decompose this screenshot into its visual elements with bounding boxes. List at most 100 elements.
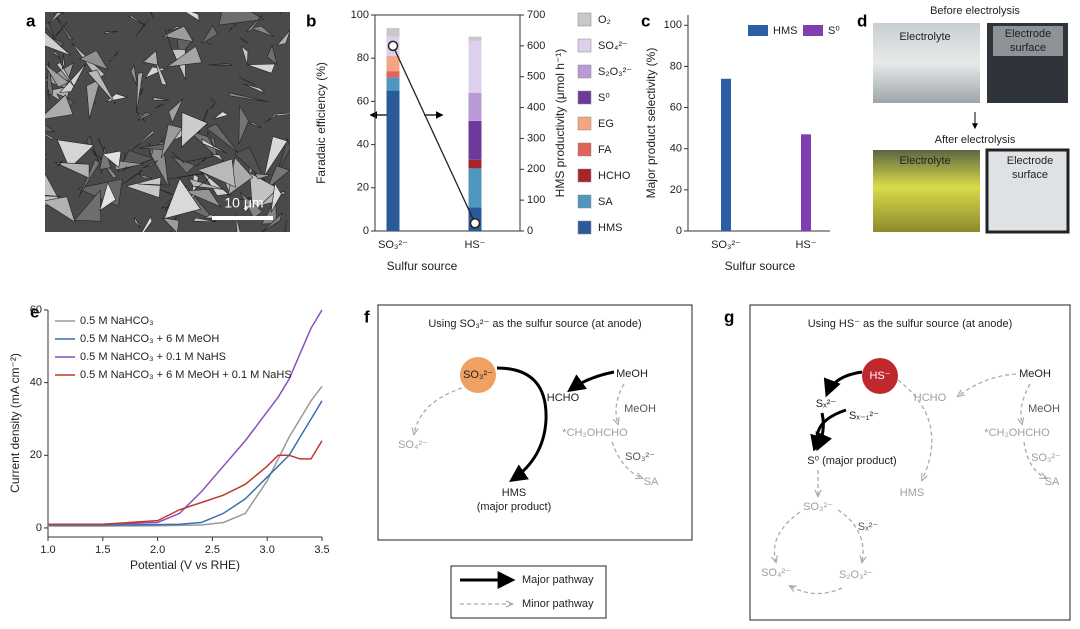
bar [469,41,482,93]
x-tick-label: 1.5 [95,544,110,556]
bar [469,121,482,160]
y2-tick-label: 0 [527,225,533,237]
species: Sₓ²⁻ [816,398,837,410]
panel-label: f [364,307,370,326]
y-tick-label: 20 [30,449,42,461]
sem-image [30,0,306,247]
y-tick-label: 20 [357,182,369,194]
bar [721,79,731,231]
species: SO₄²⁻ [398,439,428,451]
bar [469,168,482,207]
legend-swatch [578,117,591,130]
x-tick-label: SO₃²⁻ [378,239,408,251]
legend-swatch [578,65,591,78]
y-tick-label: 40 [30,377,42,389]
photo-label: Electrode [1007,155,1053,167]
panel-label: a [26,11,36,30]
legend-swatch [578,39,591,52]
panel-label: c [641,11,650,30]
legend-swatch [578,91,591,104]
species: HMS [502,487,526,499]
y2-tick-label: 300 [527,132,545,144]
legend-label: 0.5 M NaHCO₃ + 0.1 M NaHS [80,351,226,363]
species: MeOH [1019,368,1051,380]
productivity-marker [389,41,398,50]
minor-arrow [616,384,624,424]
sem-texture [159,231,172,239]
species: MeOH [624,403,656,415]
x-tick-label: SO₃²⁻ [711,239,741,251]
x-tick-label: 2.0 [150,544,165,556]
y-tick-label: 0 [676,225,682,237]
major-arrow [570,372,614,390]
legend-swatch [578,221,591,234]
photo-label: Electrode [1005,28,1051,40]
y-tick-label: 60 [670,101,682,113]
legend-label: 0.5 M NaHCO₃ [80,315,154,327]
y-axis-title: Current density (mA cm⁻²) [8,353,22,493]
photo-label: Electrolyte [899,31,950,43]
species: SO₃²⁻ [625,451,655,463]
legend-label: S⁰ [828,25,840,37]
y-axis-title: Major product selectivity (%) [644,48,658,199]
legend-label: O₂ [598,14,611,26]
species: S⁰ (major product) [807,455,896,467]
species: MeOH [1028,403,1060,415]
y-tick-label: 0 [363,225,369,237]
bar [387,28,400,37]
species: SO₃²⁻ [463,369,493,381]
legend-label: EG [598,118,614,130]
sem-texture [33,202,44,226]
legend-swatch [578,143,591,156]
y2-tick-label: 100 [527,194,545,206]
y-tick-label: 20 [670,184,682,196]
photo-label: Electrolyte [899,155,950,167]
species: *CH₂OHCHO [562,427,628,439]
y-tick-label: 100 [664,19,682,31]
minor-arrow [790,586,842,594]
species: HS⁻ [869,370,890,382]
diagram-title: Using HS⁻ as the sulfur source (at anode… [808,318,1013,330]
panel-label: d [857,11,867,30]
legend-label: HMS [773,25,797,37]
species: HMS [900,487,924,499]
legend-label: HMS [598,222,622,234]
legend-label: Minor pathway [522,598,594,610]
photo-title: After electrolysis [935,134,1016,146]
diagram-frame [750,305,1070,620]
panel-label: b [306,11,316,30]
sem-texture [142,233,174,246]
diagram-title: Using SO₃²⁻ as the sulfur source (at ano… [428,318,641,330]
y-tick-label: 60 [30,304,42,316]
minor-arrow [414,388,462,434]
data-line [48,386,322,526]
y-tick-label: 80 [357,52,369,64]
productivity-line [393,46,475,223]
y-tick-label: 60 [357,95,369,107]
panel-label: g [724,307,734,326]
photo-title: Before electrolysis [930,5,1020,17]
legend-label: 0.5 M NaHCO₃ + 6 M MeOH + 0.1 M NaHS [80,369,292,381]
y2-tick-label: 500 [527,71,545,83]
legend-swatch [803,25,823,36]
bar [801,134,811,231]
legend-label: SA [598,196,613,208]
y-tick-label: 40 [357,139,369,151]
bar [387,56,400,71]
y2-tick-label: 700 [527,9,545,21]
data-line [48,401,322,525]
major-arrow [827,372,862,394]
x-axis-title: Sulfur source [725,259,796,273]
y2-axis-title: HMS productivity (μmol h⁻¹) [553,49,567,198]
bar [469,160,482,169]
x-tick-label: 1.0 [40,544,55,556]
sem-texture [34,137,47,160]
legend-label: Major pathway [522,574,594,586]
species: S₂O₃²⁻ [839,569,873,581]
bar [387,71,400,77]
bar [469,37,482,41]
major-arrow [497,368,546,480]
x-axis-title: Potential (V vs RHE) [130,558,240,572]
species: SA [1045,476,1060,488]
